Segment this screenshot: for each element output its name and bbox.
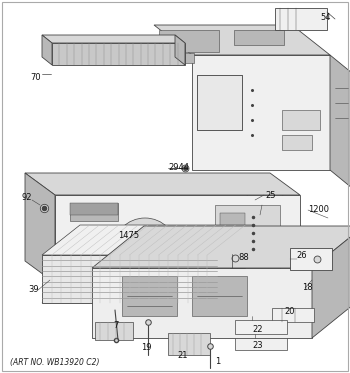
Text: 21: 21 (177, 351, 188, 360)
Polygon shape (42, 225, 255, 255)
Text: 54: 54 (320, 13, 330, 22)
Circle shape (113, 218, 177, 282)
Bar (168, 333, 210, 355)
Bar (275, 8, 327, 30)
Bar (282, 110, 320, 130)
Bar (70, 203, 118, 221)
Bar (122, 276, 177, 316)
Circle shape (121, 226, 169, 274)
Polygon shape (25, 173, 300, 195)
Bar (122, 252, 146, 264)
Polygon shape (55, 195, 300, 283)
Bar (235, 338, 287, 350)
Polygon shape (25, 173, 55, 283)
Polygon shape (154, 25, 330, 55)
Bar (235, 320, 287, 334)
Polygon shape (175, 35, 185, 65)
Circle shape (140, 245, 150, 255)
Polygon shape (42, 35, 52, 65)
Text: 2944: 2944 (168, 163, 189, 172)
Bar (197, 75, 242, 130)
Polygon shape (92, 268, 312, 338)
Text: (ART NO. WB13920 C2): (ART NO. WB13920 C2) (10, 358, 99, 367)
Text: 70: 70 (30, 73, 41, 82)
Polygon shape (245, 192, 285, 205)
Bar (118, 248, 150, 268)
Text: 88: 88 (238, 254, 249, 263)
Bar (220, 213, 245, 227)
Polygon shape (312, 226, 350, 338)
Polygon shape (42, 35, 185, 43)
Text: 20: 20 (284, 307, 294, 317)
Text: 7: 7 (113, 320, 118, 329)
Polygon shape (192, 55, 330, 170)
Text: 25: 25 (265, 191, 275, 200)
Bar (272, 308, 314, 322)
Text: 23: 23 (252, 341, 262, 350)
Polygon shape (330, 55, 350, 188)
Bar (234, 30, 284, 45)
Bar (70, 203, 118, 215)
Polygon shape (42, 255, 217, 303)
Text: 18: 18 (302, 283, 313, 292)
Polygon shape (42, 273, 255, 303)
Text: 22: 22 (252, 326, 262, 335)
Bar (290, 248, 332, 270)
Text: 1200: 1200 (308, 206, 329, 214)
Bar (197, 75, 242, 130)
Text: 39: 39 (28, 285, 38, 295)
Polygon shape (52, 43, 185, 65)
Text: 92: 92 (22, 194, 33, 203)
Bar (192, 276, 247, 316)
Bar (159, 53, 194, 63)
Bar (220, 249, 245, 257)
Bar (215, 205, 280, 275)
Bar (282, 135, 312, 150)
Text: 19: 19 (141, 344, 152, 352)
Text: 1: 1 (215, 357, 220, 367)
Bar (95, 322, 133, 340)
Text: 1475: 1475 (118, 231, 139, 239)
Bar (220, 231, 245, 245)
Polygon shape (92, 226, 350, 268)
Text: 26: 26 (296, 251, 307, 260)
Bar (159, 30, 219, 52)
